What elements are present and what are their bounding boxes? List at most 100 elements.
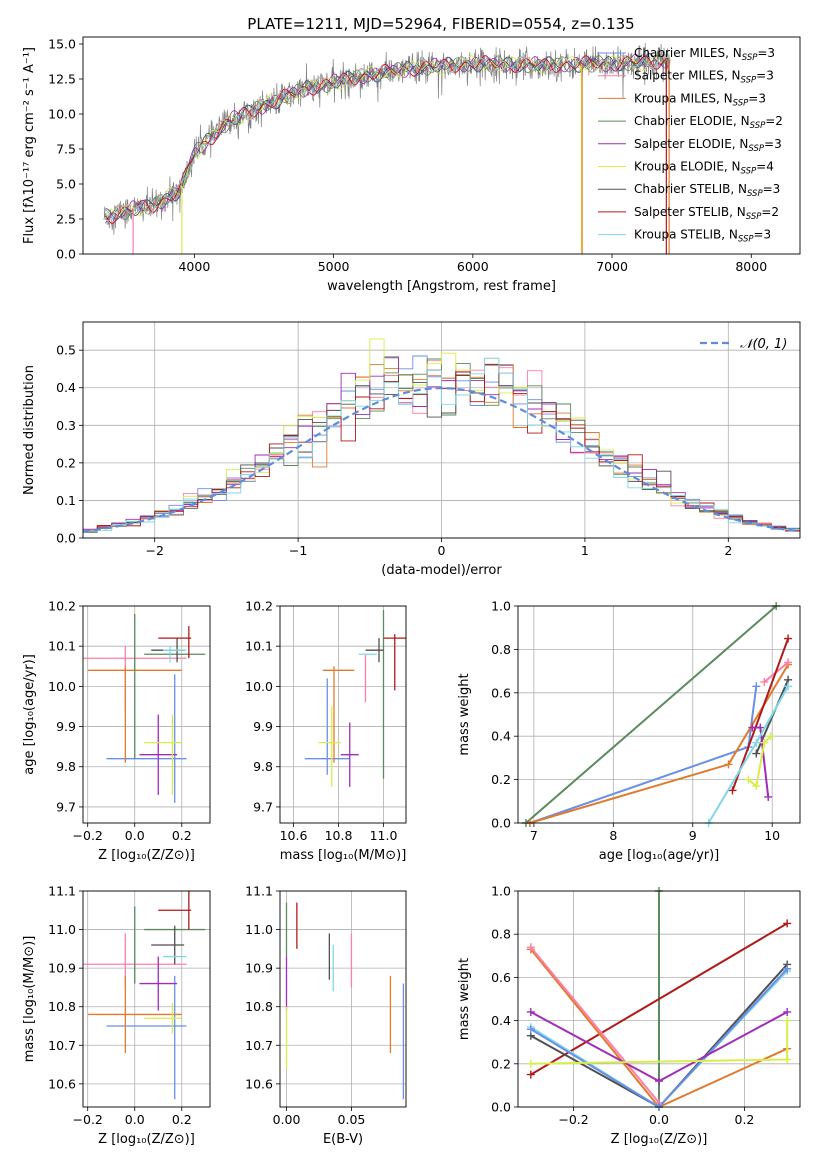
mass_vs_Z-ytick-label: 10.8 [48, 999, 76, 1014]
age_vs_mass-ytick-label: 10.1 [245, 639, 273, 654]
spectrum-frame [82, 36, 801, 255]
weight-marker-salpeter_elodie [526, 1007, 535, 1016]
residuals-ylabel: Normed distribution [22, 365, 37, 495]
age_vs_mass-ytick-label: 10.0 [245, 679, 273, 694]
weight_vs_Z-ytick-label: 0.6 [491, 970, 511, 985]
mass_vs_Z-xlabel: Z [log₁₀(Z/Z⊙)] [98, 1132, 195, 1147]
weight-line-kroupa_elodie [747, 735, 772, 788]
spectrum-ytick-label: 10.0 [48, 107, 76, 122]
age_vs_mass-xlabel: mass [log₁₀(M/M⊙)] [280, 848, 407, 863]
residuals-ytick-label: 0.0 [56, 531, 76, 546]
age_vs_Z-panel: −0.2 0.0 0.2 9.7 9.8 9.9 10.0 10.1 10.2 Z [log₁₀(… [22, 599, 211, 863]
mass_vs_Z-ylabel: mass [log₁₀(M/M⊙)] [22, 936, 37, 1063]
weight-marker-kroupa_stelib [752, 738, 761, 747]
weight-marker-salpeter_miles [784, 658, 793, 667]
spectrum-xtick-label: 8000 [735, 259, 767, 274]
spectrum-panel: 4000 5000 6000 7000 8000 0.0 2.5 5.0 7.5 10.0 12.5… [22, 36, 801, 294]
age_vs_Z-xlabel: Z [log₁₀(Z/Z⊙)] [98, 848, 195, 863]
residuals-frame [82, 321, 801, 539]
age_vs_mass-panel: 10.6 10.8 11.0 9.7 9.8 9.9 10.0 10.1 10.2 mass [l… [245, 599, 407, 863]
weight-line-chabrier_stelib [530, 963, 788, 1107]
weight-line-chabrier_miles [529, 686, 758, 823]
weight_vs_age-frame [517, 605, 801, 824]
spectrum-legend-label: Chabrier MILES, NSSP=3 [634, 46, 775, 63]
spectrum-model-chabrier_elodie [105, 54, 671, 220]
age_vs_mass-xtick-label: 10.6 [280, 828, 308, 843]
mass_vs_Z-ytick-label: 10.6 [48, 1076, 76, 1091]
weight-line-kroupa_miles [530, 948, 788, 1107]
spectrum-legend-label: Salpeter MILES, NSSP=3 [634, 69, 774, 86]
weight-marker-salpeter_stelib [784, 634, 793, 643]
residuals-xlabel: (data-model)/error [381, 563, 502, 578]
figure-title: PLATE=1211, MJD=52964, FIBERID=0554, z=0… [247, 15, 634, 33]
mass_vs_Z-ytick-label: 10.9 [48, 961, 76, 976]
weight-marker-chabrier_miles [783, 964, 792, 973]
mass_vs_Z-xtick-label: 0.0 [125, 1112, 145, 1127]
spectrum-ytick-label: 7.5 [56, 142, 76, 157]
weight-line-salpeter_stelib [731, 638, 790, 791]
weight_vs_age-xtick-label: 7 [530, 828, 538, 843]
spectrum-model-salpeter_stelib [104, 55, 671, 224]
spectrum-ytick-label: 2.5 [56, 212, 76, 227]
weight_vs_Z-xtick-label: −0.2 [558, 1112, 588, 1127]
residuals-ytick-label: 0.5 [56, 343, 76, 358]
weight-marker-salpeter_elodie [748, 723, 757, 732]
mass_vs_Z-frame [82, 890, 211, 1108]
mass_vs_ebv-panel: 0.00 0.05 10.6 10.7 10.8 10.9 11.0 11.1 E(B-V) [245, 884, 407, 1147]
spectrum-legend-label: Chabrier ELODIE, NSSP=2 [634, 114, 783, 131]
age_vs_Z-ytick-label: 10.1 [48, 639, 76, 654]
mass_vs_Z-ytick-label: 10.7 [48, 1038, 76, 1053]
residuals-xtick-label: 1 [581, 543, 589, 558]
age_vs_Z-xtick-label: 0.0 [125, 828, 145, 843]
mass_vs_Z-xtick-label: 0.2 [172, 1112, 192, 1127]
age_vs_Z-ytick-label: 10.0 [48, 679, 76, 694]
spectrum-model-kroupa_miles [105, 52, 671, 221]
weight_vs_age-ytick-label: 0.2 [491, 772, 511, 787]
mass_vs_ebv-xlabel: E(B-V) [323, 1132, 363, 1147]
weight-marker-chabrier_miles [752, 682, 761, 691]
spectrum-model-chabrier_stelib [105, 52, 671, 220]
spectrum-legend-label: Salpeter STELIB, NSSP=2 [634, 205, 779, 222]
weight-line-salpeter_miles [530, 946, 660, 1104]
mass_vs_ebv-xtick-label: 0.00 [273, 1112, 301, 1127]
age_vs_Z-frame [82, 605, 211, 824]
weight-line-salpeter_stelib [530, 922, 788, 1076]
weight_vs_age-ytick-label: 1.0 [491, 599, 511, 614]
weight_vs_Z-panel: −0.2 0.0 0.2 0.0 0.2 0.4 0.6 0.8 1.0 Z [log₁₀(Z/Z… [457, 884, 801, 1147]
weight_vs_Z-ytick-label: 0.0 [491, 1100, 511, 1115]
spectrum-ylabel: Flux [fλ10⁻¹⁷ erg cm⁻² s⁻¹ A⁻¹] [22, 47, 37, 244]
mass_vs_Z-xtick-label: −0.2 [73, 1112, 103, 1127]
weight-marker-salpeter_elodie [783, 1007, 792, 1016]
spectrum-xtick-label: 6000 [457, 259, 489, 274]
spectrum-model-salpeter_miles [104, 55, 671, 224]
weight-marker-kroupa_stelib [784, 682, 793, 691]
weight-marker-kroupa_elodie [783, 1016, 792, 1025]
mass_vs_Z-ytick-label: 11.1 [48, 884, 76, 899]
spectrum-ytick-label: 0.0 [56, 247, 76, 262]
weight_vs_age-panel: 7 8 9 10 0.0 0.2 0.4 0.6 0.8 1.0 age [log₁₀(age/yr… [457, 599, 801, 863]
mass_vs_ebv-ytick-label: 11.0 [245, 922, 273, 937]
age_vs_Z-ylabel: age [log₁₀(age/yr)] [22, 654, 37, 775]
spectrum-ytick-label: 5.0 [56, 177, 76, 192]
weight_vs_Z-xtick-label: 0.0 [649, 1112, 669, 1127]
weight-marker-kroupa_elodie [766, 732, 775, 741]
weight-marker-kroupa_elodie [752, 782, 761, 791]
age_vs_Z-ytick-label: 9.9 [56, 719, 76, 734]
weight_vs_Z-xtick-label: 0.2 [735, 1112, 755, 1127]
age_vs_mass-xtick-label: 11.0 [370, 828, 398, 843]
weight-marker-salpeter_miles [760, 677, 769, 686]
spectrum-xtick-label: 5000 [318, 259, 350, 274]
spectrum-model-kroupa_elodie [104, 54, 671, 217]
mass_vs_Z-ytick-label: 11.0 [48, 922, 76, 937]
weight_vs_age-ytick-label: 0.4 [491, 729, 511, 744]
age_vs_mass-xtick-label: 10.8 [325, 828, 353, 843]
spectrum-model-salpeter_elodie [104, 53, 671, 224]
spectrum-model-kroupa_stelib [105, 53, 671, 222]
weight-marker-salpeter_stelib [728, 786, 737, 795]
spectrum-ytick-label: 15.0 [48, 37, 76, 52]
weight-marker-kroupa_elodie [744, 775, 753, 784]
spectrum-legend-label: Kroupa ELODIE, NSSP=4 [634, 160, 774, 177]
mass_vs_ebv-ytick-label: 10.9 [245, 961, 273, 976]
spectrum-legend-label: Chabrier STELIB, NSSP=3 [634, 182, 780, 199]
age_vs_Z-xtick-label: 0.2 [172, 828, 192, 843]
